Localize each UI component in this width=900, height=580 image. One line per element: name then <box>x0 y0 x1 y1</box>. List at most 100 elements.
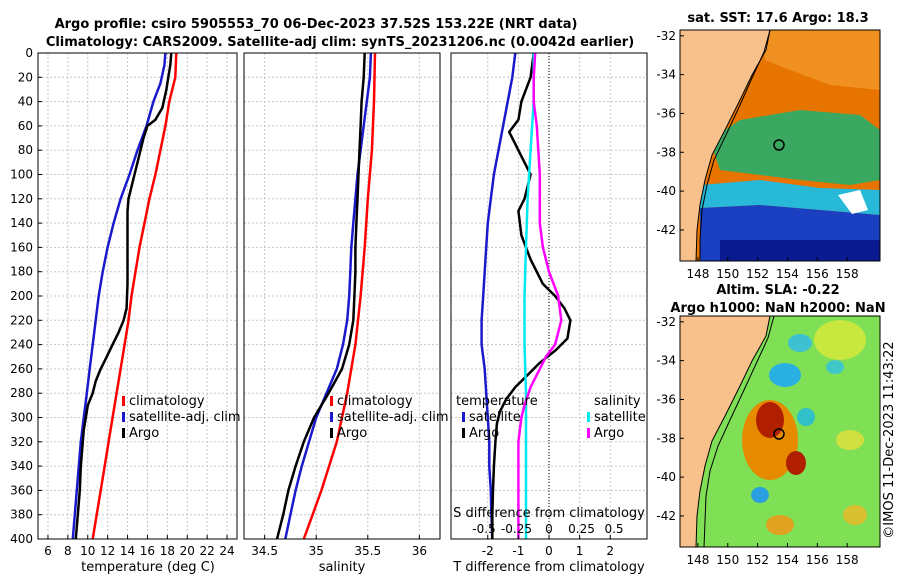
map-ytick-label: -32 <box>656 315 676 329</box>
sla-map: Altim. SLA: -0.22 Argo h1000: NaN h2000:… <box>656 283 885 567</box>
sla-map-xticks: 148 150 152 154 156 158 <box>686 543 859 567</box>
map-ytick-label: -34 <box>656 354 676 368</box>
sla-low-2 <box>769 363 801 387</box>
xtick-label: 14 <box>120 544 135 558</box>
xtick-label: 6 <box>44 544 52 558</box>
s-difference-label: S difference from climatology <box>453 506 645 521</box>
ytick-label: 260 <box>10 362 33 376</box>
sst-map-xticks: 148 150 152 154 156 158 <box>686 257 859 281</box>
difference-panel: -2 -1 0 1 2 -0.5 -0.25 0 0.25 0.5 S difference f… <box>450 52 648 575</box>
legend-label-satellite: satellite <box>469 410 521 425</box>
sst-coldest <box>720 240 880 261</box>
salinity-legend: climatology satellite-adj. clim Argo <box>330 394 449 441</box>
sla-high-east <box>836 430 864 450</box>
xtick-label: 20 <box>180 544 195 558</box>
legend-swatch-red <box>122 396 125 406</box>
ytick-label: 120 <box>10 192 33 206</box>
ytick-label: 140 <box>10 216 33 230</box>
map-ytick-label: -34 <box>656 68 676 82</box>
series-line-temperature-satellite <box>480 52 517 540</box>
ytick-label: 200 <box>10 289 33 303</box>
top-xtick-label: 0.25 <box>568 522 595 536</box>
ytick-label: 80 <box>18 143 33 157</box>
legend-swatch-red <box>330 396 333 406</box>
map-ytick-label: -38 <box>656 145 676 159</box>
map-xtick-label: 156 <box>806 267 829 281</box>
map-xtick-label: 156 <box>806 553 829 567</box>
map-ytick-label: -40 <box>656 470 676 484</box>
series-line-climatology <box>302 52 377 540</box>
salinity-grid <box>244 52 440 540</box>
sla-land <box>680 316 771 547</box>
ytick-label: 0 <box>25 46 33 60</box>
depth-yticks: 0 20 40 60 80 100 120 140 160 180 200 220 240 260 280 3… <box>10 46 42 546</box>
salinity-frame <box>243 52 441 540</box>
sst-map-yticks: -32 -34 -36 -38 -40 -42 <box>656 29 684 237</box>
xtick-label: 36 <box>412 544 427 558</box>
legend-label-argo: Argo <box>129 426 159 441</box>
salinity-lines <box>275 52 377 540</box>
xtick-label: -1 <box>512 544 524 558</box>
legend-label-argo: Argo <box>469 426 499 441</box>
top-xtick-label: -0.25 <box>501 522 532 536</box>
ytick-label: 60 <box>18 119 33 133</box>
ytick-label: 100 <box>10 168 33 182</box>
map-xtick-label: 152 <box>746 553 769 567</box>
difference-legend: temperature satellite Argo salinity sate… <box>456 394 646 441</box>
series-line-temperature-argo <box>491 52 572 539</box>
legend-label-climatology: climatology <box>337 394 413 409</box>
sla-high-south <box>766 515 794 535</box>
series-line-satellite-adj-clim <box>71 52 167 540</box>
legend-label-satellite: satellite-adj. clim <box>129 410 241 425</box>
xtick-label: 16 <box>140 544 155 558</box>
figure-title-line2: Climatology: CARS2009. Satellite-adj cli… <box>46 35 634 50</box>
sla-peak-2 <box>786 451 806 475</box>
map-ytick-label: -42 <box>656 223 676 237</box>
xtick-label: 0 <box>545 544 553 558</box>
ytick-label: 280 <box>10 386 33 400</box>
xtick-label: 35 <box>309 544 324 558</box>
ytick-label: 160 <box>10 240 33 254</box>
map-ytick-label: -36 <box>656 106 676 120</box>
map-xtick-label: 158 <box>836 267 859 281</box>
legend-title-temperature: temperature <box>456 394 538 409</box>
ytick-label: 180 <box>10 265 33 279</box>
xtick-label: 1 <box>576 544 584 558</box>
sla-map-subtitle: Argo h1000: NaN h2000: NaN <box>670 301 885 316</box>
legend-label-satellite: satellite-adj. clim <box>337 410 449 425</box>
ytick-label: 360 <box>10 483 33 497</box>
xtick-label: 2 <box>606 544 614 558</box>
legend-label-argo: Argo <box>337 426 367 441</box>
map-xtick-label: 148 <box>686 267 709 281</box>
sst-cyan-band <box>700 180 880 215</box>
xtick-label: 8 <box>64 544 72 558</box>
map-ytick-label: -42 <box>656 509 676 523</box>
series-line-salinity-argo <box>517 52 563 539</box>
map-ytick-label: -40 <box>656 184 676 198</box>
legend-label-climatology: climatology <box>129 394 205 409</box>
xtick-label: 22 <box>200 544 215 558</box>
sla-float-marker <box>773 428 785 440</box>
series-line-satellite-adj-clim <box>284 52 373 540</box>
sla-low-1 <box>788 334 812 352</box>
sst-map: sat. SST: 17.6 Argo: 18.3 148 150 152 154 15… <box>656 11 881 281</box>
map-xtick-label: 150 <box>716 267 739 281</box>
legend-swatch-magenta <box>587 428 590 438</box>
map-xtick-label: 150 <box>716 553 739 567</box>
temperature-panel: 6 8 10 12 14 16 18 20 22 24 0 20 40 60 80 100 120 140 160… <box>10 46 241 575</box>
legend-swatch-black <box>122 428 125 438</box>
ytick-label: 300 <box>10 411 33 425</box>
sst-warm-north <box>760 30 880 90</box>
map-ytick-label: -32 <box>656 29 676 43</box>
difference-top-xticks: -0.5 -0.25 0 0.25 0.5 <box>472 522 623 536</box>
map-ytick-label: -36 <box>656 392 676 406</box>
sla-low-3 <box>826 360 844 374</box>
ytick-label: 240 <box>10 338 33 352</box>
sla-high-ne <box>814 320 866 360</box>
sst-map-image <box>680 30 880 261</box>
legend-swatch-black <box>462 428 465 438</box>
map-xtick-label: 152 <box>746 267 769 281</box>
temperature-legend: climatology satellite-adj. clim Argo <box>122 394 241 441</box>
salinity-xlabel: salinity <box>319 560 366 575</box>
